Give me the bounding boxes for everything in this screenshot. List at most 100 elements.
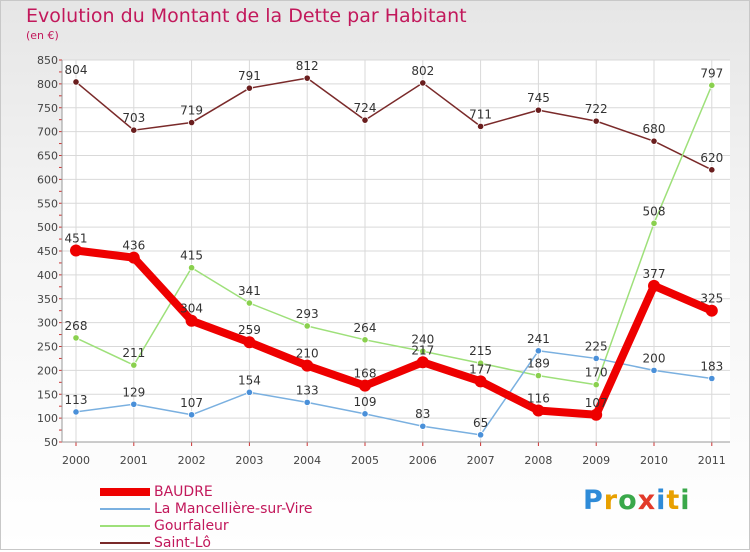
data-label-saint-lo: 703 (122, 111, 145, 125)
data-point-la-mancelliere-sur-vire (361, 410, 369, 418)
data-point-la-mancelliere-sur-vire (72, 408, 80, 416)
data-point-saint-lo (188, 118, 196, 127)
x-tick-label: 2003 (235, 454, 263, 467)
y-tick-label: 500 (37, 221, 58, 234)
legend-label: Saint-Lô (154, 535, 211, 551)
data-point-la-mancelliere-sur-vire (534, 347, 543, 355)
y-tick-label: 150 (37, 388, 58, 401)
y-tick-label: 300 (37, 317, 58, 330)
x-tick-label: 2010 (640, 454, 668, 467)
data-point-baudre (474, 375, 487, 388)
x-tick-label: 2004 (293, 454, 321, 467)
data-point-la-mancelliere-sur-vire (708, 374, 716, 383)
y-tick-label: 50 (44, 436, 58, 449)
data-label-la-mancelliere-sur-vire: 113 (65, 393, 88, 407)
y-tick-label: 600 (37, 173, 58, 186)
y-tick-label: 550 (37, 197, 58, 210)
data-point-baudre (705, 304, 718, 317)
legend-swatch (100, 525, 150, 527)
data-label-baudre: 177 (469, 362, 492, 376)
data-label-baudre: 107 (585, 396, 608, 410)
data-label-la-mancelliere-sur-vire: 183 (700, 359, 723, 373)
data-label-baudre: 377 (643, 267, 666, 281)
data-point-saint-lo (303, 74, 311, 82)
data-label-baudre: 116 (527, 391, 550, 405)
data-label-saint-lo: 719 (180, 104, 203, 118)
data-label-gourfaleur: 341 (238, 284, 261, 298)
data-label-saint-lo: 722 (585, 102, 608, 116)
data-point-saint-lo (130, 126, 138, 134)
logo-letter: t (666, 485, 681, 516)
data-label-la-mancelliere-sur-vire: 107 (180, 396, 203, 410)
x-tick-label: 2000 (62, 454, 90, 467)
data-label-la-mancelliere-sur-vire: 83 (415, 407, 430, 421)
legend-swatch (100, 508, 150, 510)
data-label-baudre: 325 (700, 292, 723, 306)
legend-swatch (100, 488, 150, 496)
data-label-baudre: 168 (354, 367, 377, 381)
data-point-baudre (648, 279, 660, 292)
data-point-la-mancelliere-sur-vire (303, 398, 311, 406)
data-label-baudre: 436 (122, 239, 145, 253)
logo-letter: r (603, 485, 619, 516)
data-point-gourfaleur (361, 336, 369, 344)
data-point-la-mancelliere-sur-vire (188, 411, 196, 419)
data-label-baudre: 451 (65, 232, 88, 246)
data-label-saint-lo: 802 (411, 64, 434, 78)
data-point-la-mancelliere-sur-vire (650, 366, 658, 374)
data-label-gourfaleur: 797 (700, 66, 723, 80)
data-label-baudre: 217 (411, 343, 434, 357)
data-point-saint-lo (72, 78, 80, 86)
data-point-saint-lo (708, 166, 716, 174)
x-tick-label: 2001 (120, 454, 148, 467)
data-point-gourfaleur (130, 361, 138, 369)
data-point-baudre (243, 336, 256, 349)
legend-swatch (100, 542, 150, 544)
data-point-baudre (70, 244, 82, 257)
data-label-saint-lo: 680 (643, 122, 666, 136)
data-label-la-mancelliere-sur-vire: 200 (643, 351, 666, 365)
logo-letter: o (618, 485, 638, 516)
data-point-gourfaleur (534, 372, 543, 380)
data-label-gourfaleur: 415 (180, 249, 203, 263)
data-point-saint-lo (476, 122, 485, 130)
data-point-saint-lo (361, 116, 369, 124)
data-label-baudre: 259 (238, 323, 261, 337)
data-label-gourfaleur: 264 (354, 321, 377, 335)
data-label-la-mancelliere-sur-vire: 129 (122, 385, 145, 399)
x-tick-label: 2011 (698, 454, 726, 467)
data-point-saint-lo (245, 84, 253, 92)
data-label-la-mancelliere-sur-vire: 133 (296, 383, 319, 397)
data-label-la-mancelliere-sur-vire: 241 (527, 332, 550, 346)
data-label-baudre: 304 (180, 302, 203, 316)
x-tick-label: 2005 (351, 454, 379, 467)
data-point-saint-lo (650, 137, 658, 145)
logo-letter: i (656, 485, 667, 516)
data-point-saint-lo (534, 106, 543, 114)
data-point-gourfaleur (245, 299, 253, 307)
legend-label: La Mancellière-sur-Vire (154, 501, 313, 517)
data-point-baudre (532, 404, 545, 417)
data-point-la-mancelliere-sur-vire (592, 354, 600, 363)
data-label-la-mancelliere-sur-vire: 225 (585, 339, 608, 353)
logo-letter: x (637, 485, 657, 516)
data-label-gourfaleur: 268 (65, 319, 88, 333)
data-label-baudre: 210 (296, 347, 319, 361)
logo-letter: P (583, 485, 604, 516)
logo-letter: i (680, 485, 691, 516)
data-point-saint-lo (419, 79, 427, 87)
y-tick-label: 850 (37, 54, 58, 67)
data-label-gourfaleur: 170 (585, 366, 608, 380)
series-line-gourfaleur (75, 84, 713, 386)
data-point-gourfaleur (476, 359, 485, 367)
data-point-gourfaleur (708, 81, 716, 89)
data-label-gourfaleur: 211 (122, 346, 145, 360)
legend-label: Gourfaleur (154, 518, 229, 534)
data-point-la-mancelliere-sur-vire (130, 400, 138, 408)
legend-label: BAUDRE (154, 484, 213, 500)
y-tick-label: 400 (37, 269, 58, 282)
y-tick-label: 250 (37, 341, 58, 354)
data-point-baudre (359, 379, 371, 392)
y-tick-label: 450 (37, 245, 58, 258)
